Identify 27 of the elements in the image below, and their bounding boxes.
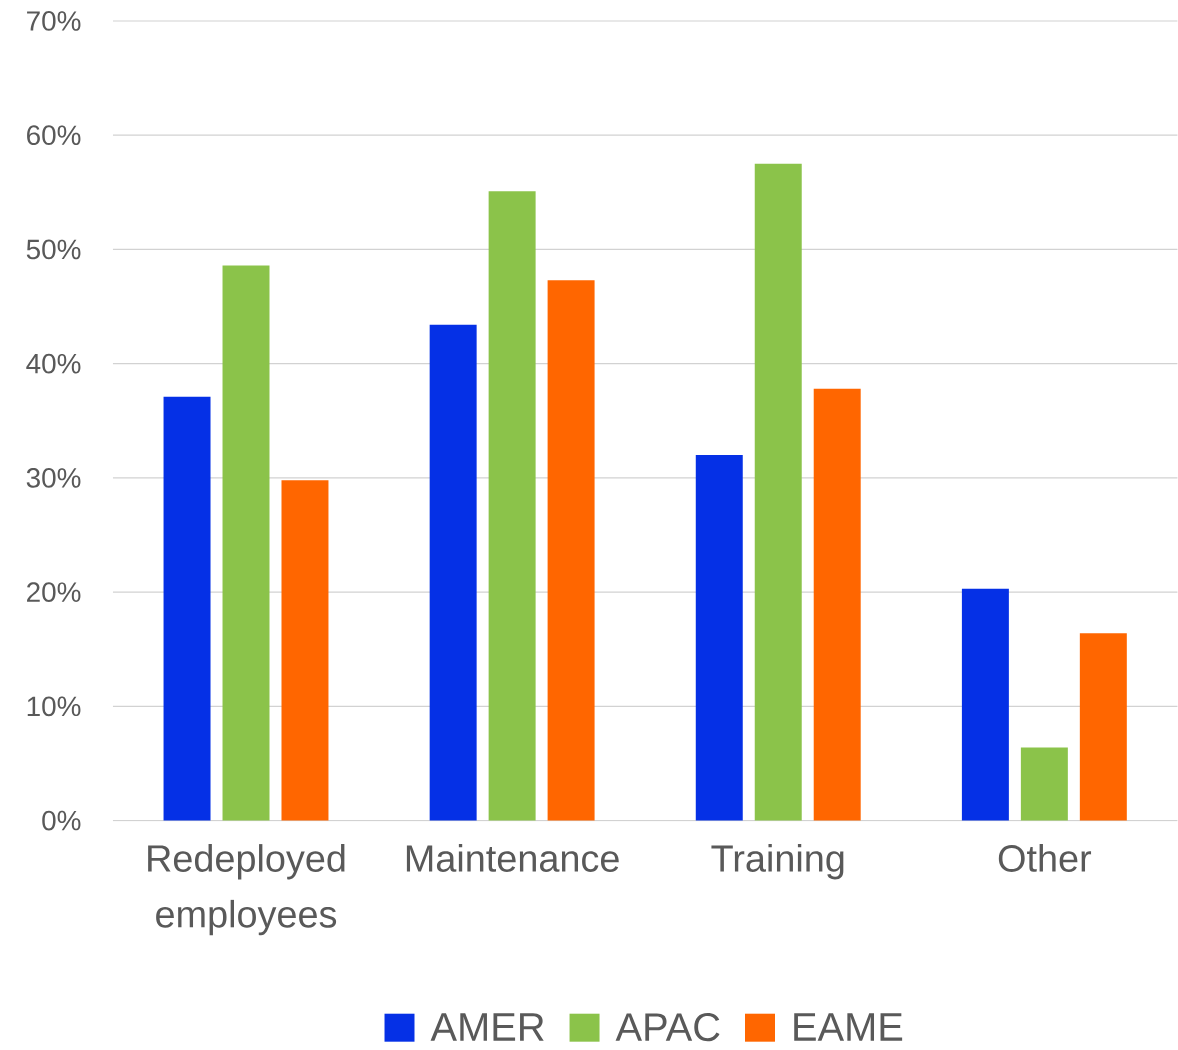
x-tick-label: Training [711,843,844,880]
bar [1079,633,1127,821]
bar [429,324,477,821]
y-tick-label: 40% [26,353,81,374]
bar [754,163,802,821]
y-tick-label: 20% [27,582,81,602]
x-tick-label: Redeployed employees [148,843,345,935]
y-tick-label: 60% [27,125,81,145]
bar [1020,747,1068,821]
y-tick-label: 0% [42,810,81,831]
bar [695,454,743,821]
x-tick-label: Other [998,843,1092,872]
y-tick-label: 50% [26,239,81,260]
bar [961,588,1009,821]
x-tick-label: Maintenance [406,843,619,872]
bar [547,280,595,821]
y-tick-label: 10% [27,696,81,716]
y-tick-label: 30% [26,467,81,488]
legend-label: AMER [430,1013,544,1041]
bar [813,388,861,821]
bar [222,265,270,821]
bar [163,396,211,821]
y-tick-label: 70% [27,10,81,31]
bar [488,190,536,821]
legend-label: APAC [615,1012,720,1042]
legend-label: EAME [794,1013,903,1041]
bar [281,479,329,821]
